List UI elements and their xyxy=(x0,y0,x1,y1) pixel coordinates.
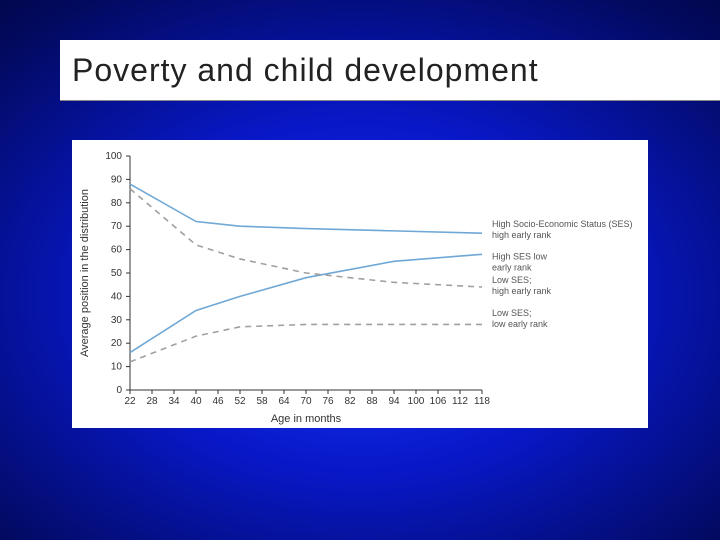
legend-low-ses-high-rank-2: high early rank xyxy=(492,286,552,296)
svg-text:40: 40 xyxy=(190,396,202,407)
series-high-ses-high-rank xyxy=(130,184,482,233)
chart-container: 0 10 20 30 40 50 60 70 80 90 100 22 28 34 40 46 52 58 64 70… xyxy=(72,140,648,428)
legend-high-ses-high-rank-2: high early rank xyxy=(492,230,552,240)
axes: 0 10 20 30 40 50 60 70 80 90 100 22 28 34 40 46 52 58 64 70… xyxy=(105,151,490,407)
svg-text:90: 90 xyxy=(111,174,123,185)
y-axis-label: Average position in the distribution xyxy=(79,189,91,357)
svg-text:100: 100 xyxy=(105,151,122,162)
svg-text:40: 40 xyxy=(111,291,123,302)
slide-title: Poverty and child development xyxy=(72,52,539,89)
svg-text:100: 100 xyxy=(408,396,425,407)
svg-text:106: 106 xyxy=(430,396,447,407)
series-lines xyxy=(130,184,482,362)
svg-text:46: 46 xyxy=(212,396,224,407)
svg-text:34: 34 xyxy=(168,396,180,407)
svg-text:70: 70 xyxy=(300,396,312,407)
svg-text:82: 82 xyxy=(344,396,356,407)
svg-text:10: 10 xyxy=(111,362,123,373)
svg-text:70: 70 xyxy=(111,221,123,232)
legend-high-ses-low-rank-2: early rank xyxy=(492,263,532,273)
svg-text:58: 58 xyxy=(256,396,268,407)
legend-low-ses-high-rank: Low SES; xyxy=(492,275,532,285)
svg-text:60: 60 xyxy=(111,245,123,256)
svg-text:112: 112 xyxy=(452,396,468,407)
slide-background: Poverty and child development 0 10 20 30 40 5… xyxy=(0,0,720,540)
series-low-ses-high-rank xyxy=(130,189,482,287)
x-axis-label: Age in months xyxy=(271,413,342,425)
title-bar: Poverty and child development xyxy=(60,40,720,101)
svg-text:20: 20 xyxy=(111,338,123,349)
svg-text:80: 80 xyxy=(111,198,123,209)
svg-text:22: 22 xyxy=(124,396,136,407)
svg-text:52: 52 xyxy=(234,396,246,407)
series-high-ses-low-rank xyxy=(130,254,482,352)
svg-text:0: 0 xyxy=(116,385,122,396)
svg-text:88: 88 xyxy=(366,396,378,407)
legend-labels: High Socio-Economic Status (SES)high ear… xyxy=(492,219,633,329)
legend-low-ses-low-rank-2: low early rank xyxy=(492,319,548,329)
svg-text:94: 94 xyxy=(388,396,400,407)
legend-high-ses-high-rank: High Socio-Economic Status (SES) xyxy=(492,219,633,229)
legend-low-ses-low-rank: Low SES; xyxy=(492,308,532,318)
svg-text:28: 28 xyxy=(146,396,158,407)
legend-high-ses-low-rank: High SES low xyxy=(492,252,548,262)
svg-text:118: 118 xyxy=(474,396,490,407)
svg-text:76: 76 xyxy=(322,396,334,407)
svg-text:30: 30 xyxy=(111,315,123,326)
series-low-ses-low-rank xyxy=(130,324,482,361)
svg-text:64: 64 xyxy=(278,396,290,407)
svg-text:50: 50 xyxy=(111,268,123,279)
chart-svg: 0 10 20 30 40 50 60 70 80 90 100 22 28 34 40 46 52 58 64 70… xyxy=(72,140,648,428)
